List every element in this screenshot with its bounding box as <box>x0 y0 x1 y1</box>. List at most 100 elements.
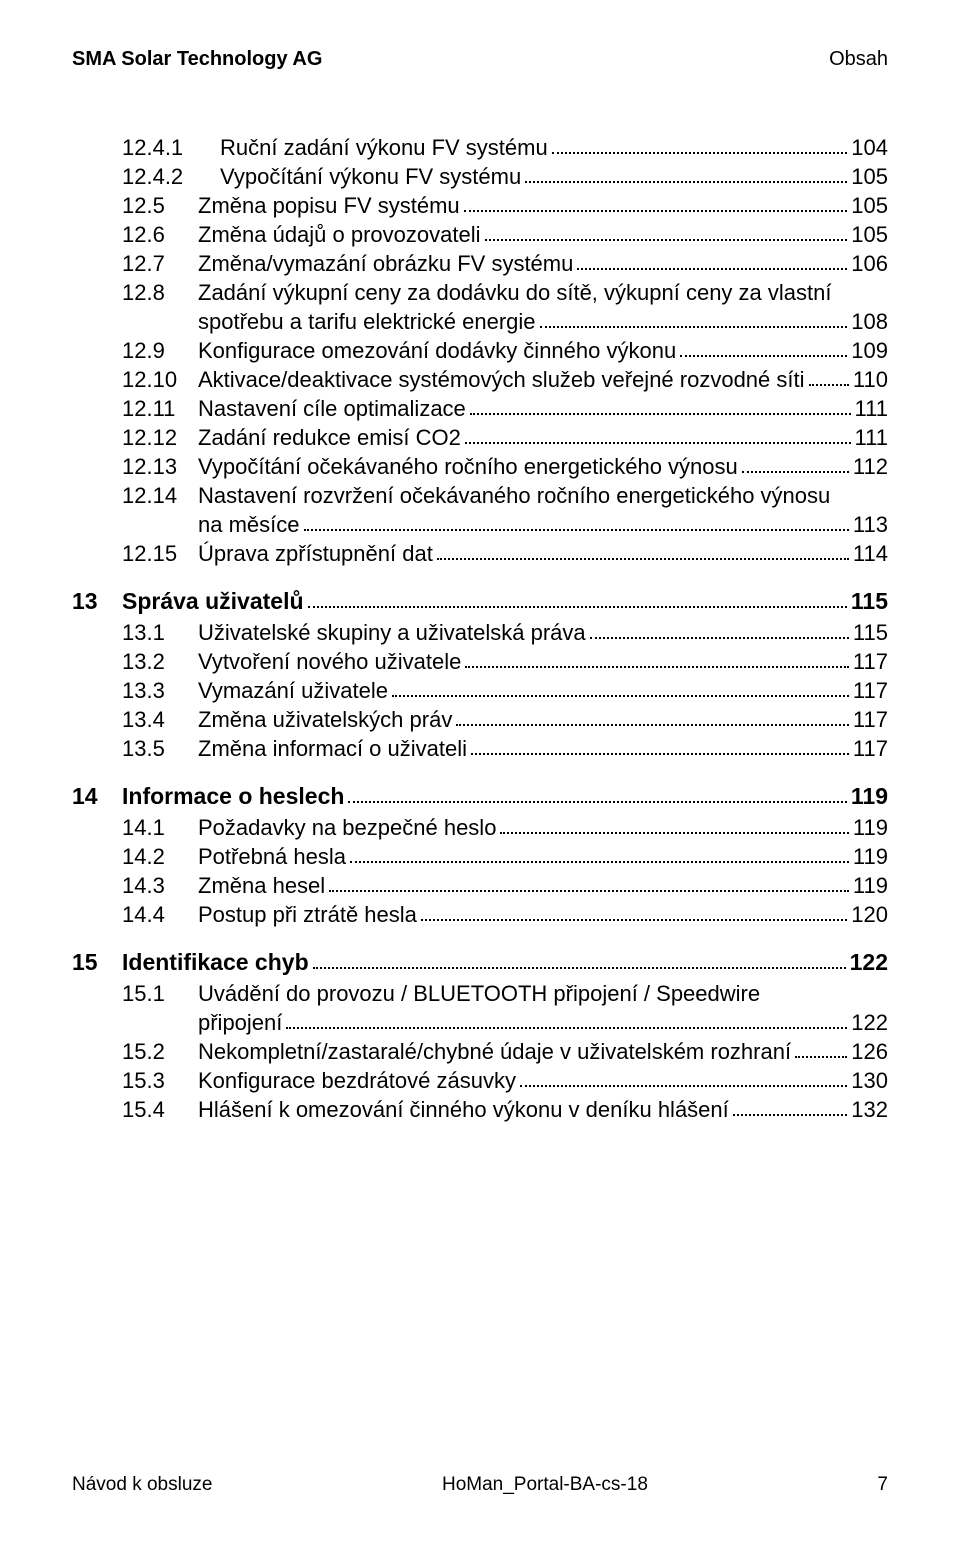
toc-entry-title: Potřebná hesla <box>198 846 346 868</box>
toc-entry-number: 14.1 <box>72 817 198 839</box>
toc-leader <box>304 517 849 531</box>
toc-entry: 12.4.1Ruční zadání výkonu FV systému104 <box>72 133 888 162</box>
toc-entry-title-cell: Postup při ztrátě hesla <box>198 904 851 926</box>
toc-entry-page: 111 <box>855 398 888 420</box>
toc-entry-page: 122 <box>850 951 888 974</box>
toc-entry-title: Vypočítání výkonu FV systému <box>220 166 521 188</box>
toc-entry-number: 14.3 <box>72 875 198 897</box>
table-of-contents: 12.4.1Ruční zadání výkonu FV systému1041… <box>72 133 888 1124</box>
toc-entry-page: 105 <box>851 195 888 217</box>
toc-entry-page: 117 <box>853 709 888 731</box>
toc-entry: 12.12Zadání redukce emisí CO2111 <box>72 423 888 452</box>
toc-leader <box>577 256 847 270</box>
toc-entry-title-cell: Konfigurace bezdrátové zásuvky <box>198 1070 851 1092</box>
toc-leader <box>329 878 849 892</box>
toc-entry-number: 12.5 <box>72 195 198 217</box>
toc-entry-title: Nastavení cíle optimalizace <box>198 398 466 420</box>
toc-leader <box>437 546 849 560</box>
toc-entry-title: Nastavení rozvržení očekávaného ročního … <box>198 485 830 507</box>
toc-entry-title: Hlášení k omezování činného výkonu v den… <box>198 1099 729 1121</box>
toc-entry-title-cell: Změna popisu FV systému <box>198 195 851 217</box>
toc-entry-title-cell: Úprava zpřístupnění dat <box>198 543 853 565</box>
toc-entry-number: 12.4.1 <box>72 137 220 159</box>
toc-entry: 13.5Změna informací o uživateli117 <box>72 734 888 763</box>
toc-entry-number: 12.4.2 <box>72 166 220 188</box>
toc-entry: 12.6Změna údajů o provozovateli105 <box>72 220 888 249</box>
toc-entry-title-cell: připojení <box>198 1012 851 1034</box>
toc-entry-title: Zadání redukce emisí CO2 <box>198 427 461 449</box>
toc-entry: na měsíce 113 <box>72 510 888 539</box>
toc-entry-title-cell: Změna/vymazání obrázku FV systému <box>198 253 851 275</box>
toc-entry-title-cell: Uživatelské skupiny a uživatelská práva <box>198 622 853 644</box>
toc-entry-title: Uživatelské skupiny a uživatelská práva <box>198 622 586 644</box>
toc-entry: 12.4.2Vypočítání výkonu FV systému 105 <box>72 162 888 191</box>
toc-entry-number: 15.1 <box>72 983 198 1005</box>
toc-entry-page: 115 <box>853 622 888 644</box>
toc-entry-title: Konfigurace bezdrátové zásuvky <box>198 1070 516 1092</box>
toc-entry-title: Změna/vymazání obrázku FV systému <box>198 253 573 275</box>
toc-entry-page: 119 <box>853 846 888 868</box>
header-section: Obsah <box>829 48 888 71</box>
toc-entry-title-cell: Vypočítání výkonu FV systému <box>220 166 851 188</box>
toc-section: 15Identifikace chyb122 <box>72 947 888 977</box>
toc-entry-title: Správa uživatelů <box>122 590 304 613</box>
toc-entry-page: 119 <box>853 875 888 897</box>
toc-entry-number: 12.12 <box>72 427 198 449</box>
toc-entry: spotřebu a tarifu elektrické energie108 <box>72 307 888 336</box>
toc-entry-title: Konfigurace omezování dodávky činného vý… <box>198 340 676 362</box>
toc-entry-title: na měsíce <box>198 514 300 536</box>
toc-entry-page: 113 <box>853 514 888 536</box>
toc-entry-page: 112 <box>853 456 888 478</box>
toc-entry-title-cell: Změna údajů o provozovateli <box>198 224 851 246</box>
toc-entry-number: 12.14 <box>72 485 198 507</box>
toc-entry-page: 105 <box>851 166 888 188</box>
toc-entry-page: 104 <box>851 137 888 159</box>
toc-leader <box>485 227 848 241</box>
toc-section: 13Správa uživatelů115 <box>72 586 888 616</box>
toc-entry: 13.1Uživatelské skupiny a uživatelská pr… <box>72 618 888 647</box>
toc-leader <box>456 712 849 726</box>
toc-entry: 12.8Zadání výkupní ceny za dodávku do sí… <box>72 278 888 307</box>
toc-entry-title: Aktivace/deaktivace systémových služeb v… <box>198 369 805 391</box>
toc-entry-title-cell: Identifikace chyb <box>122 951 850 974</box>
toc-entry-page: 109 <box>851 340 888 362</box>
toc-entry-page: 122 <box>851 1012 888 1034</box>
toc-entry-page: 130 <box>851 1070 888 1092</box>
toc-entry-page: 115 <box>851 590 888 613</box>
toc-entry-page: 108 <box>851 311 888 333</box>
toc-entry-number: 15.3 <box>72 1070 198 1092</box>
toc-entry: 12.13Vypočítání očekávaného ročního ener… <box>72 452 888 481</box>
toc-entry-number: 12.10 <box>72 369 198 391</box>
toc-entry: 12.15Úprava zpřístupnění dat114 <box>72 539 888 568</box>
toc-entry-title: Uvádění do provozu / BLUETOOTH připojení… <box>198 983 760 1005</box>
toc-entry-number: 13.2 <box>72 651 198 673</box>
toc-leader <box>348 788 846 803</box>
toc-entry-title-cell: Správa uživatelů <box>122 590 851 613</box>
toc-entry: 13.2Vytvoření nového uživatele117 <box>72 647 888 676</box>
toc-entry-number: 12.13 <box>72 456 198 478</box>
footer-right: 7 <box>877 1474 888 1496</box>
toc-entry-title-cell: Vymazání uživatele <box>198 680 853 702</box>
toc-entry: 14.3Změna hesel119 <box>72 871 888 900</box>
toc-entry: 15.4Hlášení k omezování činného výkonu v… <box>72 1095 888 1124</box>
toc-entry: 12.7Změna/vymazání obrázku FV systému106 <box>72 249 888 278</box>
toc-entry-number: 14.4 <box>72 904 198 926</box>
toc-entry-number: 13.4 <box>72 709 198 731</box>
toc-entry-title-cell: Uvádění do provozu / BLUETOOTH připojení… <box>198 983 888 1005</box>
toc-leader <box>733 1102 848 1116</box>
toc-entry-number-spacer <box>72 311 198 333</box>
toc-leader <box>540 314 848 328</box>
toc-entry-number: 15.4 <box>72 1099 198 1121</box>
toc-entry: 12.11Nastavení cíle optimalizace111 <box>72 394 888 423</box>
toc-entry: 12.9Konfigurace omezování dodávky činnéh… <box>72 336 888 365</box>
toc-leader <box>421 907 847 921</box>
toc-entry: 15.3Konfigurace bezdrátové zásuvky 130 <box>72 1066 888 1095</box>
toc-entry-number-spacer <box>72 1012 198 1034</box>
toc-leader <box>465 430 851 444</box>
header-company: SMA Solar Technology AG <box>72 48 322 71</box>
toc-leader <box>470 401 851 415</box>
page-footer: Návod k obsluze HoMan_Portal-BA-cs-18 7 <box>72 1474 888 1496</box>
toc-entry-title: Požadavky na bezpečné heslo <box>198 817 496 839</box>
toc-entry-title: Vytvoření nového uživatele <box>198 651 461 673</box>
toc-entry-title: Identifikace chyb <box>122 951 309 974</box>
